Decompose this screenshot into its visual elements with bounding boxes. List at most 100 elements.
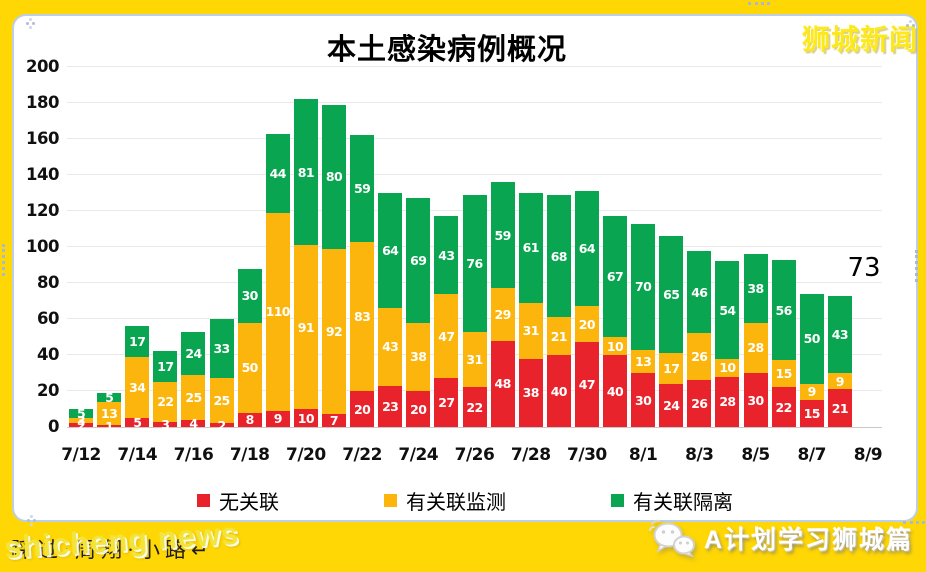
x-axis-tick-label: 7/28	[510, 445, 551, 465]
bar-segment	[321, 104, 346, 249]
bar-segment	[574, 306, 599, 343]
bar-value-label: 9	[835, 373, 845, 389]
bar-segment	[715, 261, 740, 359]
bar-segment	[181, 331, 206, 375]
bar-value-label: 5	[105, 389, 114, 405]
selection-handle-bottom-left[interactable]	[27, 519, 37, 529]
bar-7-15: 3 22 17	[153, 67, 178, 432]
chart-object[interactable]: 本土感染病例概况 狮城新闻 73 0 20 40 60 80 100 120 140 160 18…	[12, 14, 918, 522]
bar-value-label: 22	[466, 399, 483, 415]
bar-segment	[603, 337, 628, 355]
bar-segment	[631, 373, 656, 427]
bar-value-label: 64	[382, 243, 399, 259]
bar-value-label: 54	[719, 302, 736, 318]
bar-segment	[237, 322, 262, 413]
bar-value-label: 9	[273, 411, 283, 427]
bar-7-24: 20 38 69	[406, 67, 431, 427]
selection-handle-left-middle[interactable]	[2, 244, 5, 276]
selection-handle-bottom-right[interactable]	[903, 521, 925, 524]
bar-value-label: 4	[189, 415, 198, 431]
bar-segment	[69, 423, 94, 427]
bar-segment	[771, 387, 796, 427]
selection-handle-top-left[interactable]	[26, 22, 36, 32]
bar-segment	[546, 317, 571, 355]
bar-value-label: 47	[438, 328, 455, 344]
bar-value-label: 2	[217, 417, 227, 433]
bar-segment	[153, 382, 178, 422]
bar-value-label: 5	[133, 415, 142, 430]
bar-segment	[265, 212, 290, 411]
bar-segment	[209, 319, 234, 379]
bar-value-label: 26	[691, 349, 708, 365]
bar-value-label: 13	[101, 406, 118, 421]
bar-segment	[153, 421, 178, 427]
bar-segment	[293, 409, 318, 427]
bar-segment	[462, 387, 487, 427]
selection-handle-top-right[interactable]	[906, 24, 916, 34]
bar-value-label: 17	[663, 361, 680, 376]
bar-value-label: 80	[325, 169, 343, 185]
bar-segment	[659, 236, 684, 354]
bar-value-label: 59	[494, 227, 511, 243]
bar-segment	[181, 419, 206, 427]
bar-segment	[181, 374, 206, 420]
bar-segment	[827, 373, 852, 390]
bar-segment	[462, 331, 487, 388]
brand-label: 狮城新闻	[801, 24, 918, 55]
bar-value-label: 48	[494, 376, 511, 392]
gridline	[67, 174, 882, 175]
bar-segment	[687, 333, 712, 381]
x-axis-tick-label: 8/9	[853, 445, 883, 465]
bar-8-3: 26 26 46	[687, 67, 712, 427]
selection-handle-right-middle[interactable]	[915, 250, 918, 282]
y-axis-tick-label: 160	[26, 129, 59, 148]
bar-value-label: 15	[775, 366, 793, 382]
bar-value-label: 27	[438, 395, 455, 411]
x-axis-tick-label: 8/3	[685, 445, 714, 465]
bar-value-label: 81	[297, 164, 315, 180]
legend-label: 有关联监测	[406, 492, 506, 514]
gridline	[67, 138, 882, 139]
bar-segment	[574, 342, 599, 427]
bar-8-5: 30 28 38	[743, 67, 768, 427]
bar-value-label: 13	[635, 353, 652, 369]
bar-value-label: 25	[185, 389, 202, 405]
bar-segment	[265, 410, 290, 427]
bar-value-label: 20	[410, 401, 427, 417]
bar-value-label: 30	[747, 392, 764, 408]
bar-segment	[321, 414, 346, 427]
bar-segment	[603, 216, 628, 337]
bar-8-6: 22 15 56	[771, 67, 796, 427]
bar-segment	[743, 254, 768, 323]
bar-value-label: 38	[522, 385, 540, 401]
x-axis-tick-label: 8/5	[741, 445, 770, 465]
y-axis-tick-label: 0	[48, 417, 59, 436]
bar-value-label: 1	[105, 418, 114, 434]
legend-item: 无关联	[197, 486, 279, 515]
bar-value-label: 3	[76, 413, 86, 429]
y-axis-tick-label: 80	[37, 273, 59, 292]
bar-value-label: 17	[157, 359, 174, 375]
bar-segment	[827, 295, 852, 373]
bar-7-22: 20 83 59	[350, 67, 375, 427]
bar-segment	[97, 425, 122, 427]
bar-value-label: 21	[550, 328, 568, 344]
bar-value-label: 33	[213, 341, 230, 357]
selection-handle-top-middle[interactable]	[748, 2, 770, 5]
bar-value-label: 43	[382, 339, 399, 355]
bar-segment	[490, 288, 515, 341]
y-axis-tick-label: 200	[26, 57, 59, 76]
bar-value-label: 83	[353, 308, 371, 324]
bar-value-label: 30	[241, 288, 259, 304]
bar-segment	[799, 383, 824, 400]
bar-value-label: 43	[831, 326, 849, 342]
bar-value-label: 30	[635, 392, 652, 408]
x-axis-tick-label: 7/12	[61, 445, 101, 465]
bar-segment	[350, 241, 375, 391]
bar-value-label: 34	[129, 379, 146, 395]
bar-segment	[406, 391, 431, 427]
bar-segment	[293, 99, 318, 246]
bar-value-label: 68	[550, 248, 568, 264]
bar-segment	[69, 409, 94, 418]
